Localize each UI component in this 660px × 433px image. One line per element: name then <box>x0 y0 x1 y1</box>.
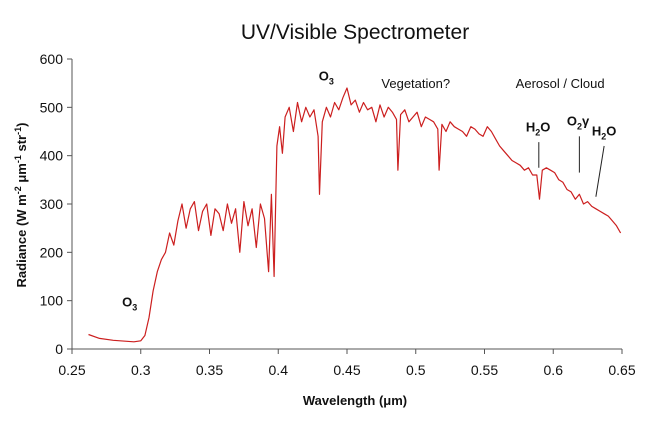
radiance-series-line <box>88 87 622 343</box>
tick-group: 0.25 0.3 0.35 0.4 0.45 0.5 0.55 0.6 0.65 0 100 200 3… <box>40 51 636 378</box>
y-tick-label: 300 <box>40 196 64 212</box>
series-group <box>88 87 622 343</box>
absorber-label: O2γ <box>567 114 590 132</box>
annotation-label: Aerosol / Cloud <box>516 76 605 91</box>
y-axis-title-exp2: -1 <box>13 155 23 163</box>
y-tick-label: 100 <box>40 293 64 309</box>
x-tick-label: 0.25 <box>58 362 85 378</box>
absorption-pointer-line <box>595 145 605 197</box>
y-axis-title-mid2: str <box>14 135 29 155</box>
absorber-label: O3 <box>122 294 137 312</box>
x-tick-label: 0.6 <box>544 362 564 378</box>
chart-title: UV/Visible Spectrometer <box>241 21 469 44</box>
x-tick-label: 0.4 <box>269 362 289 378</box>
axes <box>71 59 622 350</box>
x-axis-title: Wavelength (μm) <box>303 393 407 408</box>
y-tick-label: 500 <box>40 99 64 115</box>
x-tick-label: 0.55 <box>471 362 498 378</box>
y-axis-title-prefix: Radiance (W m <box>14 194 29 287</box>
y-axis-title-exp3: -1 <box>13 127 23 135</box>
y-tick-label: 600 <box>40 51 64 67</box>
y-axis-title-suffix: ) <box>14 123 29 127</box>
x-tick-label: 0.35 <box>196 362 223 378</box>
y-axis-title-exp1: -2 <box>13 186 23 194</box>
y-tick-label: 0 <box>55 341 63 357</box>
y-tick-label: 400 <box>40 148 64 164</box>
y-tick-label: 200 <box>40 244 64 260</box>
annotation-label: Vegetation? <box>381 76 450 91</box>
absorber-label: O3 <box>319 68 334 86</box>
y-axis-title: Radiance (W m-2 μm-1 str-1) <box>13 123 29 288</box>
x-tick-label: 0.45 <box>333 362 360 378</box>
svg-text:Radiance (W m-2 μm-1 str-1): Radiance (W m-2 μm-1 str-1) <box>13 123 29 288</box>
x-tick-label: 0.65 <box>608 362 635 378</box>
x-tick-label: 0.3 <box>131 362 151 378</box>
absorber-label: H2O <box>526 120 551 138</box>
absorber-label: H2O <box>592 123 617 141</box>
y-axis-title-mid1: μm <box>14 163 29 186</box>
x-tick-label: 0.5 <box>406 362 426 378</box>
